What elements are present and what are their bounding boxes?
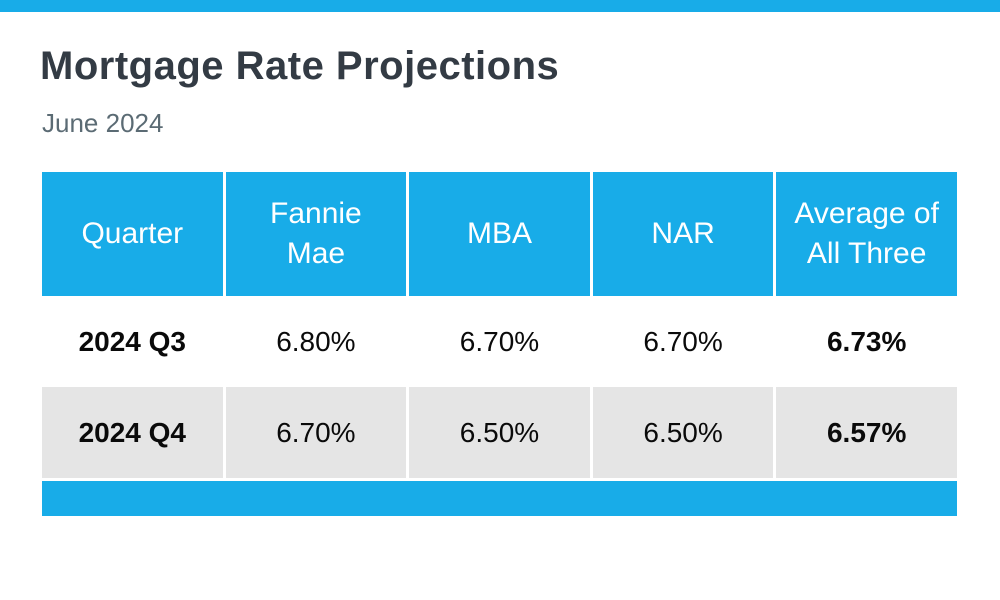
cell-nar: 6.70% xyxy=(643,325,723,357)
projections-table: Quarter Fannie Mae MBA NAR Average of Al… xyxy=(42,172,957,516)
cell-quarter: 2024 Q4 xyxy=(42,387,223,478)
cell-fannie-mae: 6.70% xyxy=(225,387,407,478)
cell-average: 6.73% xyxy=(826,325,907,357)
table-row: 2024 Q3 6.80% 6.70% 6.70% 6.73% xyxy=(42,296,957,387)
cell-mba: 6.70% xyxy=(459,325,540,357)
column-header-nar: NAR xyxy=(592,172,774,296)
page-title: Mortgage Rate Projections xyxy=(40,44,560,88)
cell-nar: 6.50% xyxy=(592,387,774,478)
table-footer-bar xyxy=(42,481,957,516)
table-header-row: Quarter Fannie Mae MBA NAR Average of Al… xyxy=(42,172,957,296)
cell-mba: 6.50% xyxy=(409,387,590,478)
top-accent-bar xyxy=(0,0,1000,12)
column-header-average: Average of All Three xyxy=(776,172,957,296)
table-row: 2024 Q4 6.70% 6.50% 6.50% 6.57% xyxy=(42,387,957,478)
column-header-mba: MBA xyxy=(409,172,590,296)
cell-quarter: 2024 Q3 xyxy=(78,325,186,357)
cell-fannie-mae: 6.80% xyxy=(276,325,356,357)
column-header-fannie-mae: Fannie Mae xyxy=(225,172,407,296)
page-subtitle: June 2024 xyxy=(42,108,164,138)
cell-average: 6.57% xyxy=(776,387,957,478)
column-header-quarter: Quarter xyxy=(42,172,223,296)
